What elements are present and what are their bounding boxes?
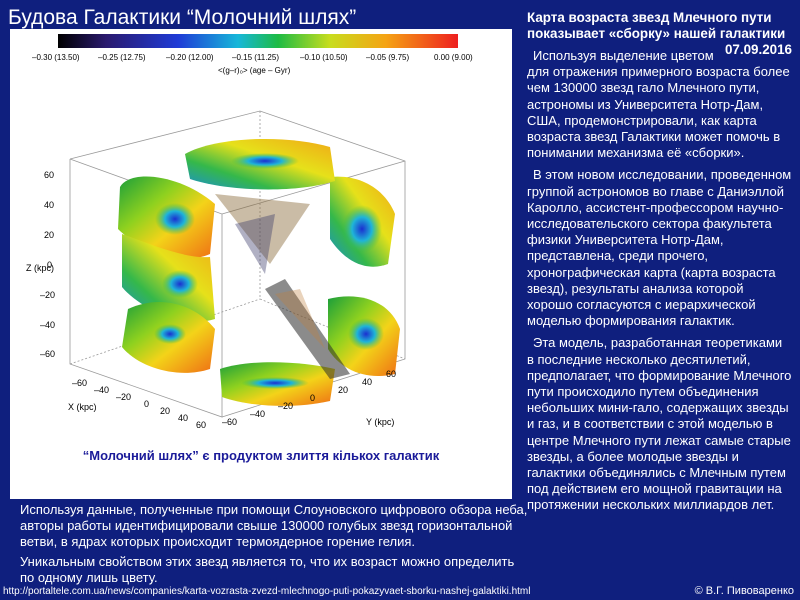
y-tick: 40 — [362, 377, 372, 387]
x-tick: 0 — [144, 399, 149, 409]
z-tick: –20 — [40, 290, 55, 300]
z-tick: –40 — [40, 320, 55, 330]
z-axis-label: Z (kpc) — [26, 263, 54, 273]
x-tick: 60 — [196, 420, 206, 430]
bottom-paragraph: Используя данные, полученные при помощи … — [20, 502, 528, 549]
source-link[interactable]: http://portaltele.com.ua/news/companies/… — [3, 586, 531, 597]
age-map-panel-top — [185, 138, 335, 190]
y-tick: –40 — [250, 409, 265, 419]
y-tick: –60 — [222, 417, 237, 427]
z-tick: 0 — [47, 260, 52, 270]
y-tick: 60 — [386, 369, 396, 379]
x-tick: –40 — [94, 385, 109, 395]
colorbar-tick: 0.00 (9.00) — [434, 53, 473, 62]
bottom-text: Используя данные, полученные при помощи … — [20, 502, 530, 590]
x-tick: 20 — [160, 406, 170, 416]
age-map-plot: –0.30 (13.50) –0.25 (12.75) –0.20 (12.00… — [26, 34, 473, 430]
x-tick: –20 — [116, 392, 131, 402]
article-column: Карта возраста звезд Млечного пути показ… — [527, 10, 792, 520]
figure-caption: “Молочний шлях” є продуктом злиття кільк… — [82, 448, 440, 463]
colorbar-tick: –0.15 (11.25) — [232, 53, 279, 62]
article-paragraph: В этом новом исследовании, проведенном г… — [527, 167, 792, 329]
z-tick: –60 — [40, 349, 55, 359]
age-map-panel-bottom — [220, 362, 335, 406]
age-map-panel-left-top — [118, 176, 215, 259]
colorbar-tick: –0.20 (12.00) — [166, 53, 214, 62]
colorbar — [58, 34, 458, 48]
z-tick: 60 — [44, 170, 54, 180]
y-tick: –20 — [278, 401, 293, 411]
x-tick: –60 — [72, 378, 87, 388]
y-tick: 0 — [310, 393, 315, 403]
article-header: Карта возраста звезд Млечного пути показ… — [527, 10, 792, 57]
slide-title: Будова Галактики “Молочний шлях” — [8, 6, 357, 29]
copyright: © В.Г. Пивоваренко — [694, 585, 794, 597]
article-title: Карта возраста звезд Млечного пути показ… — [527, 10, 786, 41]
colorbar-tick: –0.05 (9.75) — [366, 53, 409, 62]
article-date: 07.09.2016 — [724, 42, 792, 57]
article-paragraph: Используя выделение цветом для отражения… — [527, 48, 790, 161]
article-paragraph: Эта модель, разработанная теоретиками в … — [527, 335, 792, 513]
x-axis-label: X (kpc) — [68, 402, 97, 412]
age-map-figure: –0.30 (13.50) –0.25 (12.75) –0.20 (12.00… — [10, 29, 512, 499]
age-map-panel-right-bottom — [328, 296, 400, 377]
age-map-panel-left-mid — [122, 234, 215, 322]
bottom-paragraph: Уникальным свойством этих звезд является… — [20, 554, 515, 585]
y-axis-label: Y (kpc) — [366, 417, 394, 427]
colorbar-tick: –0.25 (12.75) — [98, 53, 146, 62]
colorbar-tick: –0.10 (10.50) — [300, 53, 348, 62]
colorbar-label: <(g–r)₀> (age – Gyr) — [218, 66, 291, 75]
z-tick: 40 — [44, 200, 54, 210]
y-tick: 20 — [338, 385, 348, 395]
colorbar-tick: –0.30 (13.50) — [32, 53, 80, 62]
z-tick: 20 — [44, 230, 54, 240]
central-star-scatter — [215, 194, 350, 379]
age-map-panel-left-bottom — [122, 301, 215, 373]
age-map-panel-right-top — [330, 176, 395, 267]
x-tick: 40 — [178, 413, 188, 423]
